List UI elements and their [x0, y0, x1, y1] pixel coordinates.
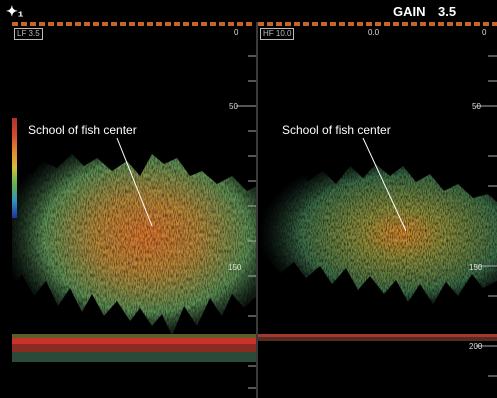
fish-school-label-left: School of fish center: [28, 123, 137, 137]
bottom-scatter-left: [12, 352, 257, 362]
header-value-right: 0.0: [368, 28, 380, 37]
scroll-strip-right: [258, 22, 497, 26]
depth-label-0-right: 0: [482, 28, 487, 37]
range-shift-indicator: ✦₁: [6, 3, 24, 19]
depth-label-150-right: 150: [469, 263, 483, 272]
depth-label-50-left: 50: [229, 102, 238, 111]
frequency-tag-right: HF 10.0: [260, 28, 295, 40]
panel-high-frequency: HF 10.0 0.0 0 50 150 200 School of fish …: [258, 26, 497, 398]
depth-ticks-right: [476, 55, 497, 377]
bottom-echo-left: [12, 338, 257, 344]
frequency-tag-left: LF 3.5: [14, 28, 43, 40]
color-scale-bar: [12, 118, 17, 218]
panel-divider: [256, 22, 258, 398]
pointer-line-right: [362, 137, 407, 232]
echogram-left: [12, 55, 257, 389]
echogram-right: [258, 55, 497, 377]
depth-label-50-right: 50: [472, 102, 481, 111]
fish-school-label-right: School of fish center: [282, 123, 391, 137]
gain-label: GAIN: [393, 4, 426, 19]
depth-label-150-left: 150: [228, 263, 242, 272]
bottom-echo-top-left: [12, 334, 257, 338]
pointer-line-left: [116, 137, 153, 227]
depth-label-200-right: 200: [469, 342, 483, 351]
panel-low-frequency: LF 3.5 0 50 150 School of fish center: [12, 26, 257, 398]
bottom-echo-tail-left: [12, 344, 257, 352]
bottom-echo-tail-right: [258, 337, 497, 341]
gain-value: 3.5: [438, 4, 457, 19]
bottom-echo-right: [258, 334, 497, 337]
top-bar: ✦₁ GAIN 3.5: [0, 0, 497, 22]
depth-label-0-left: 0: [234, 28, 239, 37]
scroll-strip-left: [12, 22, 252, 26]
depth-ticks-left: [236, 55, 257, 389]
